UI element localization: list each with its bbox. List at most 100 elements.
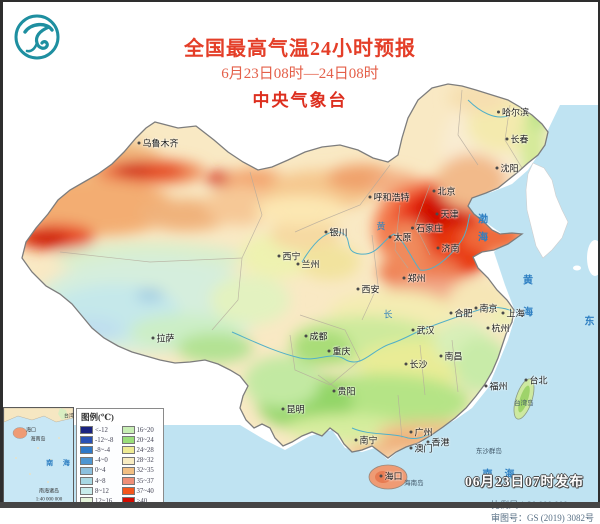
city-dot-icon: [505, 138, 508, 141]
city-label: 南宁: [354, 434, 377, 447]
city-label: 拉萨: [151, 332, 174, 345]
south-china-sea-inset: 台湾 海口 海南岛 南 海 南海诸岛 1:40 000 000: [3, 407, 74, 505]
cma-logo-icon: [13, 13, 61, 61]
city-dot-icon: [436, 247, 439, 250]
city-dot-icon: [409, 431, 412, 434]
city-name: 石家庄: [416, 222, 443, 235]
legend-item: -12~-8: [80, 435, 121, 445]
city-dot-icon: [277, 255, 280, 258]
geo-name: 台湾岛: [514, 400, 534, 407]
city-label: 兰州: [296, 258, 319, 271]
city-label: 台北: [524, 374, 547, 387]
city-name: 重庆: [332, 345, 350, 358]
weather-map-page: { "header": { "title": "全国最高气温24小时预报", "…: [0, 0, 600, 508]
legend-swatch: [80, 477, 93, 485]
legend-range-label: 24~28: [137, 447, 154, 454]
city-dot-icon: [409, 447, 412, 450]
city-label: 重庆: [327, 345, 350, 358]
city-dot-icon: [449, 312, 452, 315]
city-name: 乌鲁木齐: [142, 137, 178, 150]
legend-item: 8~12: [80, 486, 121, 496]
city-name: 天津: [440, 208, 458, 221]
city-dot-icon: [296, 263, 299, 266]
legend-item: -8~-4: [80, 445, 121, 455]
legend-range-label: 32~35: [137, 467, 154, 474]
geo-label: 东沙群岛: [466, 438, 502, 462]
city-label: 西安: [356, 283, 379, 296]
city-label: 成都: [304, 330, 327, 343]
city-name: 西安: [361, 283, 379, 296]
legend-range-label: -8~-4: [95, 447, 110, 454]
legend-swatch: [80, 436, 93, 444]
city-dot-icon: [411, 329, 414, 332]
city-dot-icon: [368, 196, 371, 199]
geo-label: 台湾岛: [504, 390, 533, 414]
city-dot-icon: [281, 408, 284, 411]
geo-name: 海南岛: [404, 480, 424, 487]
inset-label-text: 台湾: [64, 415, 74, 420]
city-dot-icon: [439, 355, 442, 358]
city-dot-icon: [324, 231, 327, 234]
city-dot-icon: [432, 190, 435, 193]
legend-item: 0~4: [80, 466, 121, 476]
city-dot-icon: [388, 236, 391, 239]
city-name: 南昌: [444, 350, 462, 363]
legend-swatch: [122, 446, 135, 454]
city-dot-icon: [379, 475, 382, 478]
city-dot-icon: [486, 327, 489, 330]
legend-swatch: [122, 477, 135, 485]
city-label: 海口: [379, 470, 402, 483]
frame-top: [0, 0, 600, 2]
legend-range-label: -12~-8: [95, 437, 113, 444]
legend-item: 32~35: [122, 466, 163, 476]
city-name: 南京: [479, 302, 497, 315]
city-label: 乌鲁木齐: [137, 137, 178, 150]
inset-label-text: 南 海: [46, 459, 74, 467]
legend-swatch: [80, 457, 93, 465]
city-label: 南京: [474, 302, 497, 315]
city-dot-icon: [435, 213, 438, 216]
city-label: 杭州: [486, 322, 509, 335]
city-dot-icon: [327, 350, 330, 353]
legend-item: 20~24: [122, 435, 163, 445]
city-dot-icon: [411, 227, 414, 230]
city-dot-icon: [495, 167, 498, 170]
river-name: 长: [383, 310, 392, 320]
city-name: 上海: [506, 307, 524, 320]
geo-name: 东沙群岛: [476, 448, 502, 455]
legend-item: 37~40: [122, 486, 163, 496]
city-dot-icon: [151, 337, 154, 340]
city-name: 成都: [309, 330, 327, 343]
city-dot-icon: [354, 439, 357, 442]
legend-item: 24~28: [122, 445, 163, 455]
legend-range-label: 35~37: [137, 478, 154, 485]
city-name: 台北: [529, 374, 547, 387]
temperature-legend: 图例(℃) <-12 -12~-8 -8~-4 -4~0: [76, 408, 164, 505]
city-dot-icon: [497, 111, 500, 114]
legend-swatch: [122, 487, 135, 495]
city-dot-icon: [304, 335, 307, 338]
city-name: 太原: [393, 231, 411, 244]
city-dot-icon: [402, 277, 405, 280]
legend-item: 16~20: [122, 425, 163, 435]
city-label: 银川: [324, 226, 347, 239]
legend-range-label: 0~4: [95, 467, 105, 474]
city-name: 贵阳: [337, 385, 355, 398]
city-label: 济南: [436, 242, 459, 255]
frame-left: [0, 0, 3, 508]
city-dot-icon: [524, 379, 527, 382]
city-dot-icon: [474, 307, 477, 310]
city-label: 南昌: [439, 350, 462, 363]
legend-swatch: [122, 426, 135, 434]
city-name: 兰州: [301, 258, 319, 271]
legend-swatch: [80, 426, 93, 434]
city-name: 海口: [384, 470, 402, 483]
city-dot-icon: [501, 312, 504, 315]
legend-swatch: [122, 457, 135, 465]
river-label: 长: [383, 308, 392, 321]
city-name: 呼和浩特: [373, 191, 409, 204]
legend-range-label: 16~20: [137, 427, 154, 434]
city-name: 拉萨: [156, 332, 174, 345]
city-label: 天津: [435, 208, 458, 221]
city-label: 哈尔滨: [497, 106, 529, 119]
